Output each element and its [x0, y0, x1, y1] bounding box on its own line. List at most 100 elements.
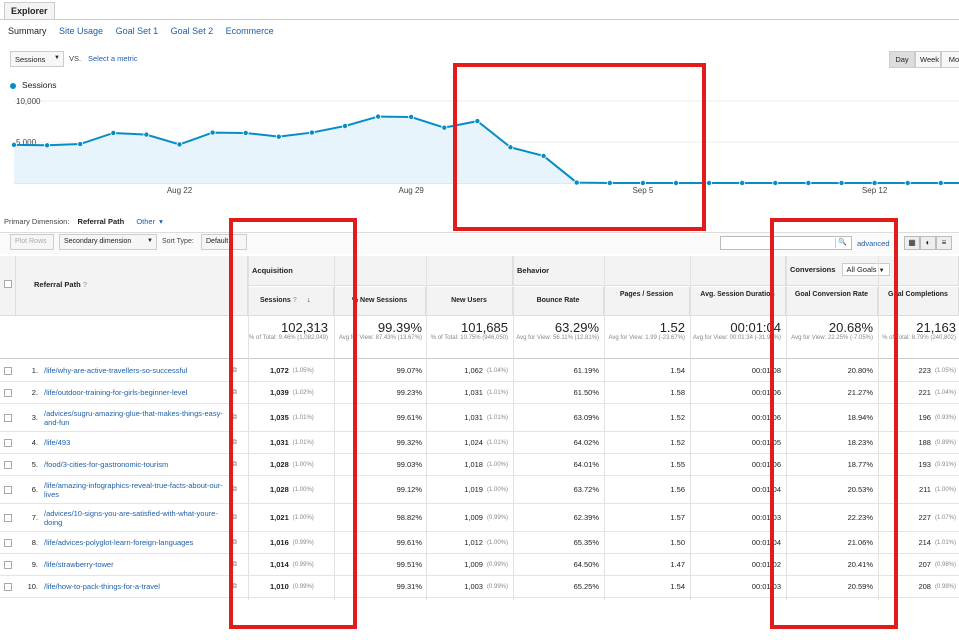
subtab-ecommerce[interactable]: Ecommerce — [225, 26, 274, 36]
total-pages-sub: Avg for View: 1.99 (-23.67%) — [608, 335, 686, 341]
table-view-icon[interactable]: ▦ — [904, 236, 920, 250]
sessions-column-header[interactable]: Sessions ? ↓ — [248, 287, 334, 315]
external-link-icon[interactable]: ⧉ — [232, 560, 237, 568]
new-users-cell: 1,031 (1.01%) — [426, 404, 508, 431]
avg-duration-cell: 00:01:04 — [751, 538, 781, 547]
referral-path-link[interactable]: /life/strawberry-tower — [44, 560, 114, 569]
goal-completions-column-header[interactable]: Goal Completions — [878, 287, 959, 315]
referral-path-link[interactable]: /life/how-to-pack-things-for-a-travel — [44, 582, 160, 591]
data-point — [375, 113, 382, 120]
external-link-icon[interactable]: ⧉ — [232, 513, 237, 521]
goal-completions-percent: (1.07%) — [934, 514, 956, 521]
avg-duration-cell: 00:01:03 — [751, 582, 781, 591]
new-users-column-header[interactable]: New Users — [426, 287, 513, 315]
subtab-goal-set-2[interactable]: Goal Set 2 — [170, 26, 214, 36]
total-sessions-sub: % of Total: 9.46% (1,082,049) — [249, 335, 328, 341]
pie-view-icon[interactable]: ◐ — [920, 236, 936, 250]
referral-path-link[interactable]: /food/3-cities-for-gastronomic-tourism — [44, 460, 169, 469]
referral-path-link[interactable]: /advices/10-signs-you-are-satisfied-with… — [44, 508, 218, 527]
goal-conversion-rate-column-header[interactable]: Goal Conversion Rate — [786, 287, 878, 315]
total-duration-sub: Avg for View: 00:01:34 (-31.98%) — [692, 335, 781, 341]
sessions-cell: 1,010 (0.99%) — [270, 576, 330, 597]
goal-completions-percent: (1.05%) — [934, 367, 956, 374]
select-metric-link[interactable]: Select a metric — [88, 54, 138, 63]
sort-type-value: Default — [206, 238, 229, 245]
sort-type-dropdown[interactable]: Default — [201, 234, 247, 250]
total-new-users-sub: % of Total: 10.75% (946,050) — [430, 335, 508, 341]
goal-completions-value: 214 — [918, 538, 931, 547]
metric-dropdown[interactable]: Sessions ▼ — [10, 51, 64, 67]
row-checkbox[interactable] — [4, 438, 12, 447]
tab-explorer[interactable]: Explorer — [4, 2, 55, 20]
day-button[interactable]: Day — [889, 51, 915, 68]
advanced-filter-link[interactable]: advanced — [857, 239, 890, 248]
avg-duration-cell: 00:01:06 — [751, 460, 781, 469]
sessions-chart: 10,000 5,000 Aug 22 Aug 29 Sep 5 Sep 12 — [10, 97, 959, 195]
search-icon[interactable]: 🔍 — [835, 238, 849, 248]
referral-path-link[interactable]: /life/amazing-infographics-reveal-true-f… — [44, 480, 223, 499]
week-button[interactable]: Week — [915, 51, 941, 68]
data-point — [110, 129, 117, 136]
total-sessions-value: 102,313 — [281, 320, 328, 335]
row-number: 4. — [31, 438, 38, 447]
goal-completions-value: 207 — [918, 560, 931, 569]
goal-completions-cell: 196 (0.93%) — [878, 404, 956, 431]
new-sessions-column-header[interactable]: % New Sessions — [334, 287, 426, 315]
row-checkbox[interactable] — [4, 413, 12, 422]
goal-completions-percent: (1.00%) — [934, 486, 956, 493]
plot-rows-button[interactable]: Plot Rows — [10, 234, 54, 250]
pages-per-session-cell: 1.54 — [670, 582, 685, 591]
table-row: 1. /life/why-are-active-travellers-so-suc… — [0, 360, 959, 382]
month-button[interactable]: Mo — [941, 51, 959, 68]
new-users-value: 1,062 — [464, 366, 483, 375]
external-link-icon[interactable]: ⧉ — [232, 366, 237, 374]
row-checkbox[interactable] — [4, 460, 12, 469]
referral-path-header[interactable]: Referral Path ? — [16, 256, 248, 315]
sessions-value: 1,016 — [270, 538, 289, 547]
total-new-users-value: 101,685 — [461, 320, 508, 335]
column-divider — [334, 256, 335, 600]
bounce-rate-column-header[interactable]: Bounce Rate — [513, 287, 604, 315]
pages-per-session-column-header[interactable]: Pages / Session — [604, 287, 690, 315]
referral-path-link[interactable]: /life/why-are-active-travellers-so-succe… — [44, 366, 188, 375]
row-checkbox[interactable] — [4, 513, 12, 522]
new-sessions-cell: 99.61% — [396, 538, 422, 547]
goal-selector-dropdown[interactable]: All Goals ▼ — [841, 263, 890, 276]
row-checkbox[interactable] — [4, 388, 12, 397]
referral-path-link[interactable]: /life/outdoor-training-for-girls-beginne… — [44, 388, 188, 397]
new-users-value: 1,003 — [464, 582, 483, 591]
sessions-value: 1,035 — [270, 413, 289, 422]
row-checkbox[interactable] — [4, 366, 12, 375]
bar-view-icon[interactable]: ≡ — [936, 236, 952, 250]
sessions-cell: 1,021 (1.00%) — [270, 504, 330, 531]
chevron-down-icon: ▼ — [54, 55, 60, 61]
new-users-percent: (1.00%) — [486, 486, 508, 493]
external-link-icon[interactable]: ⧉ — [232, 485, 237, 493]
external-link-icon[interactable]: ⧉ — [232, 413, 237, 421]
date-granularity-toggle: Day Week Mo — [889, 51, 959, 68]
row-checkbox[interactable] — [4, 538, 12, 547]
table-search-input[interactable]: 🔍 — [720, 236, 852, 250]
secondary-dimension-dropdown[interactable]: Secondary dimension ▼ — [59, 234, 157, 250]
referral-path-link[interactable]: /advices/sugru-amazing-glue-that-makes-t… — [44, 408, 223, 427]
subtab-site-usage[interactable]: Site Usage — [59, 26, 104, 36]
subtab-goal-set-1[interactable]: Goal Set 1 — [115, 26, 159, 36]
row-checkbox[interactable] — [4, 560, 12, 569]
external-link-icon[interactable]: ⧉ — [232, 438, 237, 446]
sessions-percent: (1.02%) — [292, 389, 314, 396]
referral-path-link[interactable]: /life/493 — [44, 438, 71, 447]
sessions-percent: (1.01%) — [292, 414, 314, 421]
row-checkbox[interactable] — [4, 582, 12, 591]
external-link-icon[interactable]: ⧉ — [232, 460, 237, 468]
subtab-summary[interactable]: Summary — [8, 26, 47, 36]
referral-path-dimension[interactable]: Referral Path — [77, 217, 125, 226]
external-link-icon[interactable]: ⧉ — [232, 582, 237, 590]
row-checkbox[interactable] — [4, 485, 12, 494]
external-link-icon[interactable]: ⧉ — [232, 388, 237, 396]
select-all-checkbox[interactable] — [4, 280, 12, 288]
referral-path-link[interactable]: /life/advices-polyglot-learn-foreign-lan… — [44, 538, 194, 547]
goal-conversion-rate-cell: 20.59% — [847, 582, 873, 591]
total-gc-value: 21,163 — [916, 320, 956, 335]
other-dimension-link[interactable]: Other — [136, 217, 156, 226]
external-link-icon[interactable]: ⧉ — [232, 538, 237, 546]
